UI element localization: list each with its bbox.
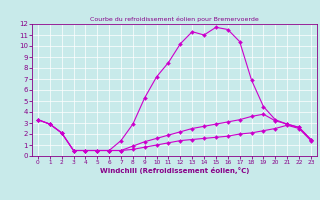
X-axis label: Windchill (Refroidissement éolien,°C): Windchill (Refroidissement éolien,°C): [100, 167, 249, 174]
Title: Courbe du refroidissement éolien pour Bremervoerde: Courbe du refroidissement éolien pour Br…: [90, 17, 259, 22]
